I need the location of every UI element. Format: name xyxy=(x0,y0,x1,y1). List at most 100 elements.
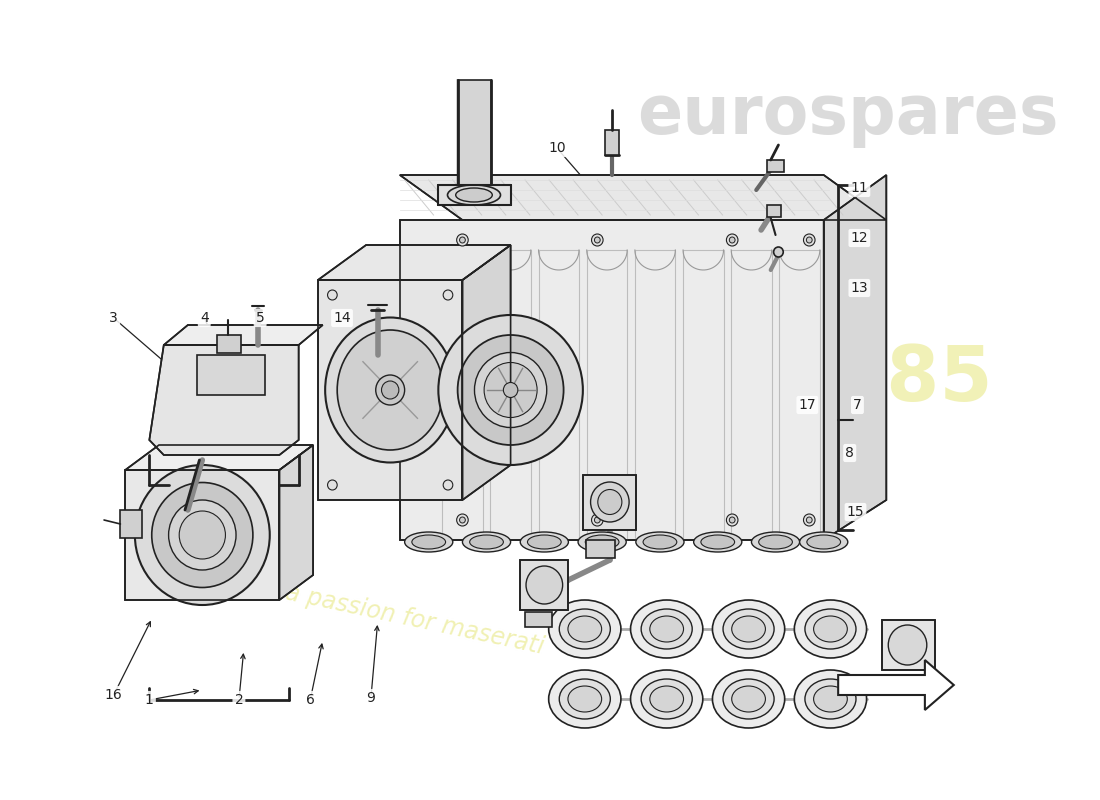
Bar xyxy=(586,540,615,558)
Text: 9: 9 xyxy=(366,691,375,705)
Ellipse shape xyxy=(460,517,465,523)
Bar xyxy=(767,205,781,217)
Ellipse shape xyxy=(807,535,840,549)
Text: 17: 17 xyxy=(799,398,816,412)
Ellipse shape xyxy=(805,679,856,719)
Ellipse shape xyxy=(814,616,847,642)
Ellipse shape xyxy=(694,532,741,552)
Polygon shape xyxy=(838,660,954,710)
Ellipse shape xyxy=(723,609,774,649)
Ellipse shape xyxy=(723,679,774,719)
Text: 6: 6 xyxy=(306,693,315,707)
Text: 10: 10 xyxy=(548,141,565,155)
Ellipse shape xyxy=(328,290,338,300)
Ellipse shape xyxy=(592,234,603,246)
Ellipse shape xyxy=(729,517,735,523)
Ellipse shape xyxy=(443,480,453,490)
Polygon shape xyxy=(399,175,887,220)
Ellipse shape xyxy=(636,532,684,552)
Text: 3: 3 xyxy=(109,311,118,325)
Polygon shape xyxy=(520,560,569,610)
Bar xyxy=(605,130,618,155)
Polygon shape xyxy=(164,325,322,345)
Ellipse shape xyxy=(448,185,501,205)
Text: 1985: 1985 xyxy=(780,343,992,417)
Ellipse shape xyxy=(168,500,236,570)
Text: 5: 5 xyxy=(255,311,264,325)
Ellipse shape xyxy=(462,532,510,552)
Ellipse shape xyxy=(806,517,812,523)
Ellipse shape xyxy=(456,514,469,526)
Polygon shape xyxy=(881,620,935,670)
Ellipse shape xyxy=(630,600,703,658)
Text: 8: 8 xyxy=(845,446,855,460)
Polygon shape xyxy=(318,245,510,280)
Ellipse shape xyxy=(794,600,867,658)
Text: 14: 14 xyxy=(333,311,351,325)
Ellipse shape xyxy=(650,616,683,642)
Ellipse shape xyxy=(641,679,692,719)
Ellipse shape xyxy=(585,535,619,549)
Text: 11: 11 xyxy=(850,181,868,195)
Ellipse shape xyxy=(439,315,583,465)
Ellipse shape xyxy=(456,234,469,246)
Ellipse shape xyxy=(568,686,602,712)
Ellipse shape xyxy=(526,566,562,604)
Text: 7: 7 xyxy=(854,398,861,412)
Ellipse shape xyxy=(889,625,927,665)
Text: eurospares: eurospares xyxy=(637,82,1058,148)
Ellipse shape xyxy=(644,535,676,549)
Ellipse shape xyxy=(803,234,815,246)
Ellipse shape xyxy=(794,670,867,728)
Ellipse shape xyxy=(504,382,518,398)
Ellipse shape xyxy=(520,532,569,552)
Ellipse shape xyxy=(592,514,603,526)
Polygon shape xyxy=(824,175,887,540)
Text: 1: 1 xyxy=(145,693,154,707)
Text: 12: 12 xyxy=(850,231,868,245)
Ellipse shape xyxy=(179,511,226,559)
Ellipse shape xyxy=(559,609,610,649)
Ellipse shape xyxy=(458,335,563,445)
Ellipse shape xyxy=(326,318,455,462)
Ellipse shape xyxy=(726,234,738,246)
Ellipse shape xyxy=(405,532,453,552)
Polygon shape xyxy=(198,355,265,395)
Polygon shape xyxy=(583,475,636,530)
Polygon shape xyxy=(150,345,299,455)
Ellipse shape xyxy=(455,188,493,202)
Ellipse shape xyxy=(484,362,537,418)
Ellipse shape xyxy=(713,670,784,728)
Ellipse shape xyxy=(650,686,683,712)
Ellipse shape xyxy=(328,480,338,490)
Ellipse shape xyxy=(443,290,453,300)
Ellipse shape xyxy=(578,532,626,552)
Ellipse shape xyxy=(460,237,465,243)
Ellipse shape xyxy=(549,670,620,728)
Ellipse shape xyxy=(594,237,601,243)
Text: a passion for maserati: a passion for maserati xyxy=(283,581,546,659)
Polygon shape xyxy=(458,80,492,195)
Ellipse shape xyxy=(382,381,399,399)
Polygon shape xyxy=(125,445,314,470)
Ellipse shape xyxy=(701,535,735,549)
Ellipse shape xyxy=(411,535,446,549)
Ellipse shape xyxy=(759,535,792,549)
Ellipse shape xyxy=(474,353,547,427)
Ellipse shape xyxy=(549,600,620,658)
Ellipse shape xyxy=(751,532,800,552)
Bar xyxy=(525,612,552,627)
Ellipse shape xyxy=(713,600,784,658)
Text: 15: 15 xyxy=(847,505,865,519)
Ellipse shape xyxy=(803,514,815,526)
Ellipse shape xyxy=(814,686,847,712)
Ellipse shape xyxy=(376,375,405,405)
Polygon shape xyxy=(439,185,510,205)
Ellipse shape xyxy=(135,465,270,605)
Ellipse shape xyxy=(729,237,735,243)
Ellipse shape xyxy=(630,670,703,728)
Ellipse shape xyxy=(597,490,622,514)
Bar xyxy=(217,335,241,353)
Text: 13: 13 xyxy=(850,281,868,295)
Ellipse shape xyxy=(641,609,692,649)
